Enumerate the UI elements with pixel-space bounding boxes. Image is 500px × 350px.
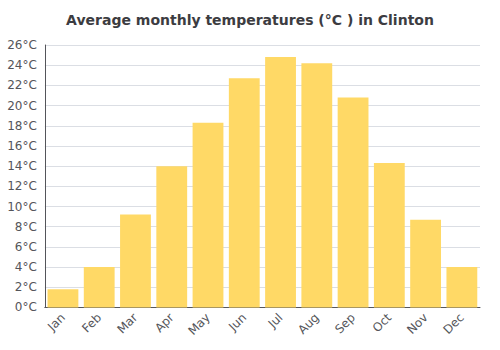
svg-text:24°C: 24°C bbox=[7, 58, 37, 72]
svg-text:Oct: Oct bbox=[370, 310, 395, 335]
svg-text:22°C: 22°C bbox=[7, 78, 37, 92]
svg-text:Aug: Aug bbox=[295, 311, 321, 337]
svg-text:Jan: Jan bbox=[44, 311, 68, 335]
svg-text:Mar: Mar bbox=[115, 310, 141, 336]
svg-text:12°C: 12°C bbox=[7, 179, 37, 193]
svg-text:20°C: 20°C bbox=[7, 99, 37, 113]
svg-text:Sep: Sep bbox=[332, 311, 358, 337]
svg-text:16°C: 16°C bbox=[7, 139, 37, 153]
svg-text:May: May bbox=[186, 311, 213, 338]
svg-text:8°C: 8°C bbox=[15, 220, 37, 234]
svg-text:14°C: 14°C bbox=[7, 159, 37, 173]
svg-text:Jul: Jul bbox=[265, 311, 286, 332]
svg-text:Apr: Apr bbox=[152, 310, 177, 335]
svg-text:6°C: 6°C bbox=[15, 240, 37, 254]
svg-text:26°C: 26°C bbox=[7, 38, 37, 52]
svg-text:Jun: Jun bbox=[225, 311, 249, 335]
svg-text:Average monthly temperatures (: Average monthly temperatures (°C ) in Cl… bbox=[66, 12, 434, 28]
svg-text:4°C: 4°C bbox=[15, 260, 37, 274]
svg-text:Dec: Dec bbox=[441, 311, 467, 337]
svg-text:Nov: Nov bbox=[404, 311, 430, 337]
svg-text:Feb: Feb bbox=[79, 311, 104, 336]
svg-text:10°C: 10°C bbox=[7, 200, 37, 214]
svg-text:2°C: 2°C bbox=[15, 280, 37, 294]
svg-text:0°C: 0°C bbox=[15, 300, 37, 314]
svg-text:18°C: 18°C bbox=[7, 119, 37, 133]
